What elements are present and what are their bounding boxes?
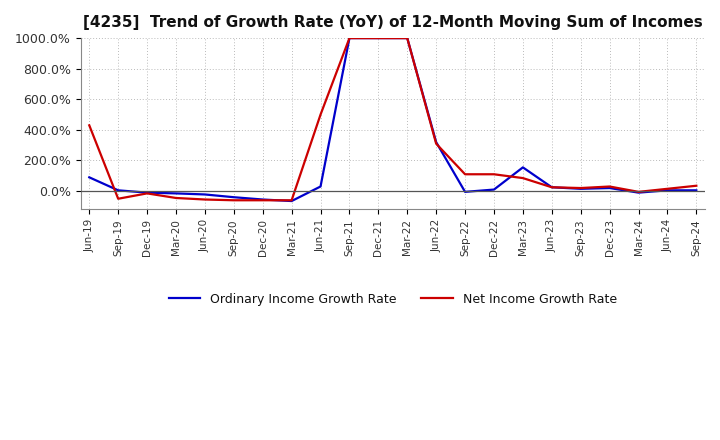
Net Income Growth Rate [114,196,122,202]
Ordinary Income Growth Rate [547,185,556,190]
Net Income Growth Rate [230,198,238,203]
Net Income Growth Rate [692,183,701,188]
Ordinary Income Growth Rate [432,139,441,145]
Ordinary Income Growth Rate [692,188,701,193]
Title: [4235]  Trend of Growth Rate (YoY) of 12-Month Moving Sum of Incomes: [4235] Trend of Growth Rate (YoY) of 12-… [83,15,703,30]
Net Income Growth Rate [85,123,94,128]
Ordinary Income Growth Rate [258,197,267,202]
Net Income Growth Rate [258,198,267,203]
Ordinary Income Growth Rate [461,189,469,194]
Ordinary Income Growth Rate [490,187,498,192]
Ordinary Income Growth Rate [143,190,151,195]
Net Income Growth Rate [490,172,498,177]
Net Income Growth Rate [577,185,585,191]
Net Income Growth Rate [374,36,382,41]
Ordinary Income Growth Rate [518,165,527,170]
Ordinary Income Growth Rate [663,188,672,193]
Ordinary Income Growth Rate [114,188,122,193]
Net Income Growth Rate [663,186,672,191]
Ordinary Income Growth Rate [374,36,382,41]
Ordinary Income Growth Rate [634,190,643,195]
Ordinary Income Growth Rate [171,191,180,196]
Ordinary Income Growth Rate [287,198,296,204]
Net Income Growth Rate [403,36,412,41]
Net Income Growth Rate [461,172,469,177]
Line: Ordinary Income Growth Rate: Ordinary Income Growth Rate [89,38,696,201]
Net Income Growth Rate [606,184,614,189]
Net Income Growth Rate [316,112,325,117]
Net Income Growth Rate [547,185,556,190]
Legend: Ordinary Income Growth Rate, Net Income Growth Rate: Ordinary Income Growth Rate, Net Income … [163,288,622,311]
Ordinary Income Growth Rate [606,185,614,191]
Ordinary Income Growth Rate [201,192,210,197]
Net Income Growth Rate [143,191,151,196]
Ordinary Income Growth Rate [230,194,238,200]
Ordinary Income Growth Rate [345,36,354,41]
Net Income Growth Rate [201,197,210,202]
Net Income Growth Rate [171,195,180,201]
Net Income Growth Rate [432,141,441,147]
Net Income Growth Rate [634,189,643,194]
Net Income Growth Rate [518,176,527,181]
Net Income Growth Rate [287,198,296,203]
Ordinary Income Growth Rate [316,184,325,189]
Line: Net Income Growth Rate: Net Income Growth Rate [89,38,696,200]
Ordinary Income Growth Rate [85,175,94,180]
Net Income Growth Rate [345,36,354,41]
Ordinary Income Growth Rate [577,186,585,191]
Ordinary Income Growth Rate [403,36,412,41]
